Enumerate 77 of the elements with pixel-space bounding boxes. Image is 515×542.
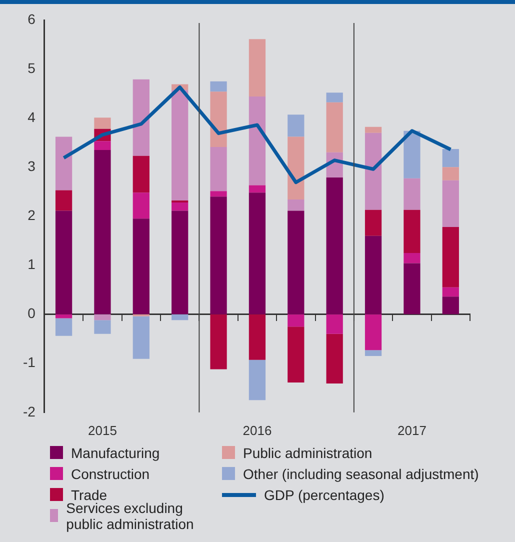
bar [404,178,420,210]
bar [442,149,459,168]
bar [172,314,188,320]
y-tick-label: -2 [22,403,36,420]
bar [364,236,382,314]
bar [210,92,227,148]
x-tick-label: 2016 [242,422,272,438]
bar [404,263,420,314]
x-tick-label: 2015 [88,422,117,438]
legend-label: Other (including seasonal adjustment) [243,466,479,482]
bar [404,130,420,178]
bar [326,177,343,314]
bar [248,360,266,400]
bar [288,200,304,211]
bar [94,118,111,129]
bar [132,192,150,219]
bar [248,39,266,97]
bar [210,81,227,92]
bar [248,192,266,314]
bar [210,314,227,370]
bar [94,150,111,314]
legend-label: Services excluding public administration [66,500,195,532]
bar [132,316,150,359]
bar [442,167,459,180]
legend-label: Manufacturing [71,444,160,460]
bar [55,190,72,211]
bar [364,126,382,133]
bar [55,136,72,190]
bar [288,210,304,314]
y-tick-label: 5 [28,60,36,76]
bar [364,314,382,350]
legend-label: Construction [71,466,150,482]
legend-label: Trade [71,486,108,502]
y-tick-label: 6 [28,10,36,27]
bar [248,96,266,186]
bar [55,210,72,314]
legend-label: Public administration [243,444,372,460]
bar [94,314,111,320]
bar [442,296,459,314]
y-tick-label: 1 [28,256,36,272]
y-tick-label: 2 [28,207,36,224]
bar [210,196,227,314]
legend-label: GDP (percentages) [264,486,384,502]
bar [248,314,266,360]
bar [248,185,266,193]
bar [132,218,150,314]
bar [326,334,343,384]
bar [172,202,188,211]
bar [326,314,343,334]
y-tick-label: 0 [28,305,36,322]
bar [326,102,343,152]
bar [94,141,111,150]
bar [442,287,459,297]
bar [210,147,227,192]
bar [94,320,111,334]
bar [326,92,343,102]
y-tick-label: 3 [28,158,36,174]
bar [55,318,72,336]
bar [364,350,382,356]
bar [210,191,227,197]
bar [404,252,420,264]
bar [364,210,382,236]
bar [132,156,150,193]
bar [442,226,459,288]
bar [172,90,188,201]
y-tick-label: -1 [22,354,36,370]
x-tick-label: 2017 [398,422,426,438]
y-tick-label: 4 [28,108,36,125]
bar [442,180,459,227]
bar [288,114,304,137]
bar [288,136,304,200]
bar [288,314,304,327]
bar [288,326,304,382]
bar [404,210,420,253]
bar [364,132,382,210]
bar [132,79,150,156]
bar [172,210,188,314]
